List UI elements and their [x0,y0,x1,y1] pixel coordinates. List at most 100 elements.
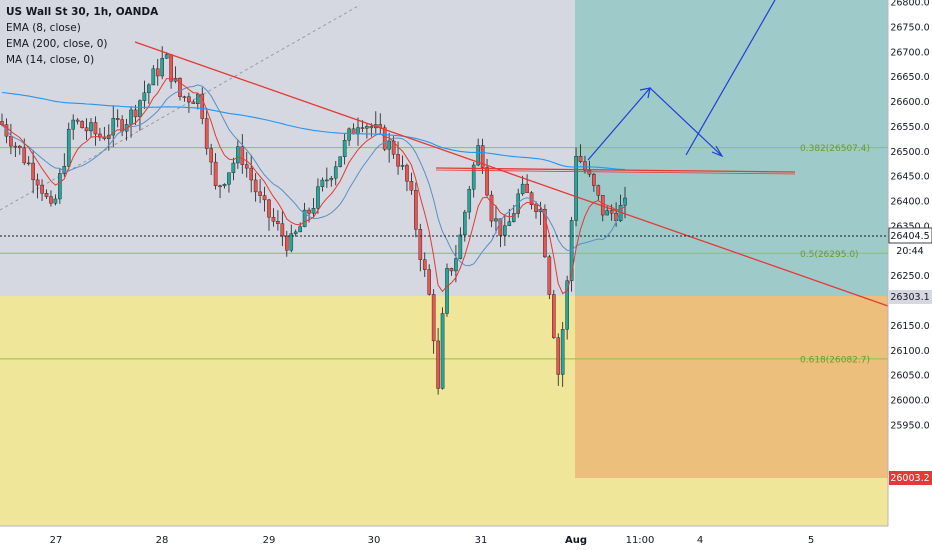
candle-body [409,181,414,191]
candle-body [244,164,249,169]
candle-body [520,183,525,195]
candle-body [578,156,583,162]
candle-body [155,68,160,77]
descending-trendline[interactable] [134,41,889,307]
lower-marker-text: 26003.2 [890,473,929,484]
candle-body [427,269,432,295]
candle-body [209,148,213,163]
candle-body [307,209,311,214]
upper-marker-text: 26303.1 [890,292,929,303]
candle-body [414,190,418,230]
time-tick-label: 11:00 [626,535,655,546]
candle-body [258,191,262,196]
candle-body [98,133,102,138]
candle-body [396,154,400,167]
price-tick-label: 26100.0 [890,346,929,357]
candle-body [356,127,360,135]
candle-body [547,256,552,295]
candle-body [342,140,347,157]
candle-body [200,93,205,119]
candle-body [236,146,240,164]
candle-body [276,221,280,224]
candle-body [53,198,58,204]
price-tick-label: 26550.0 [890,122,929,133]
candle-body [147,84,151,93]
indicator-ema8[interactable]: EMA (8, close) [6,22,81,34]
time-tick-label: 4 [697,535,703,546]
candle-body [587,170,592,175]
time-tick-label: 5 [808,535,814,546]
moving-averages [1,77,626,295]
candle-body [445,268,449,314]
candle-body [302,209,307,227]
indicator-ema200[interactable]: EMA (200, close, 0) [6,38,108,50]
candle-body [325,179,329,182]
candle-body [35,179,40,186]
candle-body [454,258,458,272]
candle-body [382,127,387,150]
price-tick-label: 26050.0 [890,371,929,382]
candle-body [253,179,258,193]
candle-body [534,204,538,213]
candle-body [26,162,31,165]
candle-body [218,185,222,188]
candle-body [93,122,98,135]
resistance-line-lower[interactable] [435,169,796,175]
time-tick-label: 29 [263,535,276,546]
candle-body [18,145,22,149]
time-tick-label: 27 [50,535,63,546]
candle-body [151,68,156,86]
time-tick-label: Aug [565,535,587,546]
lower-marker-tag [889,471,932,485]
price-tick-label: 26750.0 [890,22,929,33]
candle-body [0,121,4,125]
candle-body [503,225,507,236]
candle-body [511,213,516,222]
fib-level-label: 0.618(26082.7) [800,355,870,365]
candle-body [133,109,138,118]
candle-body [316,186,320,209]
chart-legend: US Wall St 30, 1h, OANDA EMA (8, close) … [6,4,158,68]
symbol-title[interactable]: US Wall St 30, 1h, OANDA [6,6,159,18]
candle-body [138,100,142,118]
candle-body [75,119,80,122]
current-price-tag [888,227,932,244]
candle-body [338,156,343,167]
candle-body [195,93,200,104]
time-axis[interactable] [0,526,932,550]
candle-body [525,183,529,193]
candle-body [249,167,254,181]
ema8-line [1,77,626,295]
candle-body [129,109,133,125]
ma14-line [1,84,626,267]
candle-body [320,179,325,187]
candle-body [556,337,561,375]
candle-body [596,185,601,196]
projection-path-long[interactable] [685,0,776,156]
upper-marker-tag [889,290,932,304]
candle-body [489,194,494,222]
candle-body [280,223,285,237]
resistance-line[interactable] [435,167,796,173]
price-tick-label: 26700.0 [890,47,929,58]
price-tick-label: 26800.0 [890,0,929,9]
price-axis[interactable] [888,0,932,526]
candle-body [182,96,187,98]
candle-body [40,184,44,194]
candle-body [560,329,565,375]
time-tick-label: 30 [368,535,381,546]
candle-body [80,121,84,128]
price-tick-label: 26500.0 [890,147,929,158]
price-tick-label: 26350.0 [890,221,929,232]
candle-body [458,234,463,259]
candle-body [565,280,569,330]
candle-body [191,101,196,104]
candlestick-series [0,46,627,395]
price-tick-label: 26400.0 [890,197,929,208]
indicator-ma14[interactable]: MA (14, close, 0) [6,54,95,66]
candle-body [271,216,276,222]
price-tick-label: 25950.0 [890,420,929,431]
candle-body [178,77,182,97]
candle-body [476,145,480,166]
